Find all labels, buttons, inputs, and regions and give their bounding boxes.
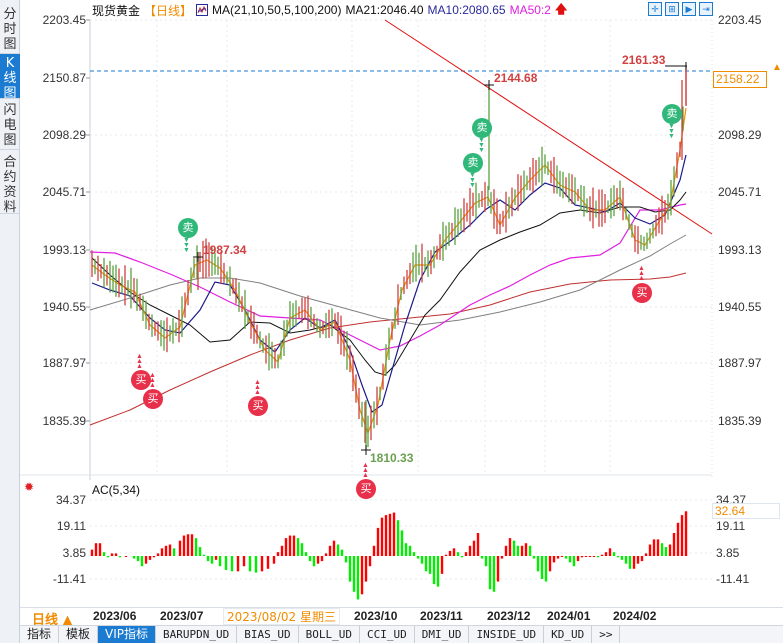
tab-inside-ud[interactable]: INSIDE_UD xyxy=(469,626,545,643)
sell-signal[interactable]: 卖 xyxy=(178,218,198,238)
ma50-value: MA50:2 xyxy=(509,3,551,17)
sell-arrow-icon: ▼ ▼ ▼ xyxy=(469,172,476,189)
date-tick: 2023/06 xyxy=(93,609,137,623)
zoom-range-icon[interactable]: ⊞ xyxy=(665,2,679,16)
tab-dmi-ud[interactable]: DMI_UD xyxy=(415,626,470,643)
price-tick: 1940.55 xyxy=(42,300,86,314)
tab-bias-ud[interactable]: BIAS_UD xyxy=(237,626,299,643)
ac-tick: 19.11 xyxy=(56,519,86,533)
price-tick: 1940.55 xyxy=(718,300,762,314)
date-tick: 2024/02 xyxy=(613,609,657,623)
date-tick: 2023/11 xyxy=(420,609,463,623)
move-right-icon[interactable]: ⇥ xyxy=(699,2,713,16)
play-forward-icon[interactable]: ▶ xyxy=(682,2,696,16)
ma21-value: MA21:2046.40 xyxy=(345,3,424,17)
sell-arrow-icon: ▼ ▼ ▼ xyxy=(668,123,675,140)
buy-arrow-icon: ▲ ▲ ▲ xyxy=(362,462,369,479)
price-tick: 1887.97 xyxy=(718,356,762,370)
tab-barupdn-ud[interactable]: BARUPDN_UD xyxy=(156,626,238,643)
date-tick: 2023/10 xyxy=(354,609,398,623)
left-tab-strip: 分时图 K线图 闪电图 合约资料 xyxy=(0,0,20,643)
period-selector-button[interactable]: 日线 ▲ xyxy=(32,613,73,628)
date-tick: 2023/07 xyxy=(160,609,204,623)
price-tick: 2098.29 xyxy=(718,128,762,142)
july-high-label: 1987.34 xyxy=(203,243,247,257)
tab-label: 合约资料 xyxy=(3,155,17,215)
ac-tick: -11.41 xyxy=(716,572,750,586)
tab-label: 分时图 xyxy=(3,7,17,52)
chart-toolbar: ✛ ⊞ ▶ ⇥ xyxy=(648,2,713,16)
price-tick: 2045.71 xyxy=(42,185,86,199)
buy-signal[interactable]: 买 xyxy=(131,370,151,390)
tab-contract-info[interactable]: 合约资料 xyxy=(0,152,20,215)
date-axis: 日线 ▲ 2023/06 2023/07 2023/08/02 星期三 2023… xyxy=(20,607,783,628)
current-price-tag: 2158.22 xyxy=(713,71,767,88)
tab-indicators[interactable]: 指标 xyxy=(20,626,60,643)
more-tabs-button[interactable]: >> xyxy=(592,626,621,643)
ac-tick: 19.11 xyxy=(716,519,746,533)
price-tick: 1993.13 xyxy=(718,243,762,257)
instrument-name: 现货黄金 xyxy=(92,3,141,18)
ac-bars-group xyxy=(90,511,688,600)
date-tick: 2024/01 xyxy=(547,609,591,623)
period-label[interactable]: 【日线】 xyxy=(144,3,193,18)
tab-kd-ud[interactable]: KD_UD xyxy=(544,626,593,643)
tab-label: 闪电图 xyxy=(3,103,17,148)
price-tick: 1835.39 xyxy=(42,414,86,428)
indicator-settings-icon[interactable]: ✹ xyxy=(23,480,35,494)
chart-header: 现货黄金 【日线】 MA(21,10,50,5,100,200) MA21:20… xyxy=(92,2,567,18)
candlestick-chart[interactable]: 2161.33 2144.68 1987.34 1810.33 xyxy=(0,0,783,480)
price-up-marker-icon: ▲ xyxy=(772,62,782,73)
buy-signal[interactable]: 买 xyxy=(632,283,652,303)
sell-signal[interactable]: 卖 xyxy=(472,118,492,138)
ac-histogram[interactable] xyxy=(0,478,783,608)
indicator-icon[interactable] xyxy=(196,4,209,16)
price-tick: 2203.45 xyxy=(42,13,86,27)
sell-arrow-icon: ▼ ▼ ▼ xyxy=(478,137,485,154)
buy-arrow-icon: ▲ ▲ ▲ xyxy=(136,353,143,370)
tab-vip-indicators[interactable]: VIP指标 xyxy=(98,626,157,643)
buy-arrow-icon: ▲ ▲ ▲ xyxy=(149,372,156,389)
low-label: 1810.33 xyxy=(370,451,414,465)
buy-arrow-icon: ▲ ▲ ▲ xyxy=(638,265,645,282)
ac-tick: -11.41 xyxy=(52,572,86,586)
ac-tick: 34.37 xyxy=(55,493,86,507)
ac-tick: 3.85 xyxy=(716,546,740,560)
price-tick: 1835.39 xyxy=(718,414,762,428)
sell-signal[interactable]: 卖 xyxy=(463,153,483,173)
price-tick: 2098.29 xyxy=(42,128,86,142)
high-label: 2161.33 xyxy=(622,53,666,67)
tab-templates[interactable]: 模板 xyxy=(59,626,99,643)
sell-arrow-icon: ▼ ▼ ▼ xyxy=(183,237,190,254)
tab-cci-ud[interactable]: CCI_UD xyxy=(360,626,415,643)
buy-signal[interactable]: 买 xyxy=(248,396,268,416)
ma10-value: MA10:2080.65 xyxy=(427,3,506,17)
candles-group xyxy=(91,66,687,450)
sell-signal[interactable]: 卖 xyxy=(662,104,682,124)
buy-signal[interactable]: 买 xyxy=(356,479,376,499)
price-tick: 1887.97 xyxy=(42,356,86,370)
indicator-tab-bar: 指标 模板 VIP指标 BARUPDN_UD BIAS_UD BOLL_UD C… xyxy=(20,625,783,643)
tab-timeshare[interactable]: 分时图 xyxy=(0,4,20,54)
price-tick: 1993.13 xyxy=(42,243,86,257)
tab-flash-chart[interactable]: 闪电图 xyxy=(0,100,20,150)
tab-boll-ud[interactable]: BOLL_UD xyxy=(299,626,360,643)
cursor-date-label: 2023/08/02 星期三 xyxy=(223,608,340,625)
price-tick: 2150.87 xyxy=(42,71,86,85)
ac-tick: 3.85 xyxy=(62,546,86,560)
buy-signal[interactable]: 买 xyxy=(143,389,163,409)
tab-label: K线图 xyxy=(3,56,17,101)
ac-indicator-title: AC(5,34) xyxy=(92,483,141,497)
price-tick: 2045.71 xyxy=(718,185,762,199)
date-tick: 2023/12 xyxy=(487,609,531,623)
buy-arrow-icon: ▲ ▲ ▲ xyxy=(254,379,261,396)
ac-current-value: 32.64 xyxy=(712,503,780,519)
crosshair-icon[interactable]: ✛ xyxy=(648,2,662,16)
ma-definition: MA(21,10,50,5,100,200) xyxy=(212,3,342,17)
scroll-up-arrow-icon[interactable]: 🡅 xyxy=(554,1,568,16)
peak-label: 2144.68 xyxy=(494,71,538,85)
price-tick: 2203.45 xyxy=(718,13,762,27)
tab-kline[interactable]: K线图 xyxy=(0,54,20,101)
